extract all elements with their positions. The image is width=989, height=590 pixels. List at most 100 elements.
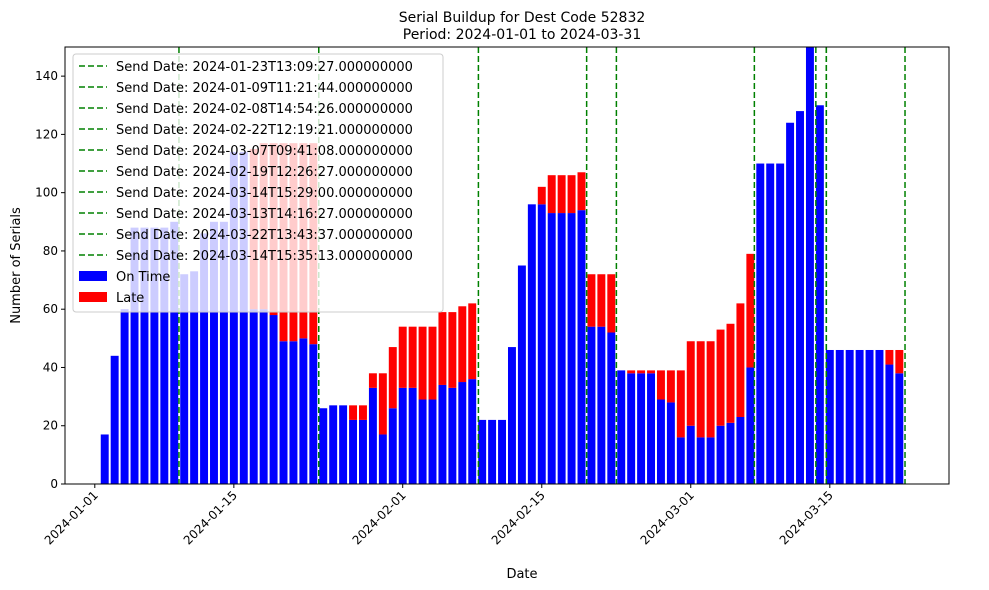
bar-late	[726, 323, 735, 423]
bar-on-time	[647, 373, 655, 484]
bar-on-time	[825, 349, 834, 484]
bar-on-time	[120, 309, 129, 484]
bar-on-time	[279, 341, 288, 484]
chart-subtitle: Period: 2024-01-01 to 2024-03-31	[403, 27, 642, 43]
bar-on-time	[150, 227, 159, 485]
bar-on-time	[319, 408, 328, 484]
bars-layer	[100, 47, 904, 485]
legend-label: Late	[116, 291, 144, 306]
bar-late	[736, 303, 745, 417]
bar-on-time	[498, 419, 507, 484]
bar-on-time	[845, 349, 854, 484]
bar-on-time	[478, 419, 487, 484]
y-axis-label: Number of Serials	[9, 207, 24, 324]
bar-on-time	[408, 387, 417, 484]
bar-on-time	[428, 399, 437, 484]
bar-on-time	[180, 274, 189, 484]
bar-on-time	[577, 210, 586, 484]
bar-on-time	[269, 315, 278, 484]
bar-on-time	[259, 309, 268, 484]
bar-on-time	[567, 213, 576, 484]
y-tick-label: 140	[35, 69, 58, 83]
legend-label: Send Date: 2024-03-13T14:16:27.000000000	[116, 207, 413, 222]
send-date-lines	[178, 47, 906, 484]
bar-on-time	[537, 204, 546, 484]
bar-on-time	[359, 419, 367, 484]
bar-on-time	[398, 387, 407, 484]
bar-on-time	[696, 437, 705, 484]
bar-late	[388, 347, 397, 409]
bar-on-time	[488, 419, 497, 484]
bar-late	[537, 186, 546, 205]
x-tick-label: 2024-01-15	[181, 488, 240, 547]
bar-on-time	[666, 402, 675, 484]
bar-late	[627, 370, 636, 374]
bar-on-time	[378, 434, 387, 484]
y-tick-label: 20	[43, 419, 58, 433]
bar-late	[666, 370, 675, 403]
x-tick-label: 2024-03-15	[777, 488, 836, 547]
bar-late	[359, 405, 367, 420]
bar-late	[686, 341, 695, 426]
bar-late	[557, 175, 566, 214]
bar-on-time	[865, 349, 874, 484]
bar-late	[418, 326, 427, 400]
legend-label: Send Date: 2024-02-19T12:26:27.000000000	[116, 165, 413, 180]
bar-on-time	[885, 364, 894, 484]
bar-on-time	[855, 349, 864, 484]
bar-on-time	[170, 221, 179, 485]
bar-on-time	[349, 419, 358, 484]
bar-late	[468, 303, 477, 380]
bar-on-time	[587, 326, 596, 484]
bar-late	[656, 370, 665, 400]
bar-on-time	[815, 105, 824, 485]
bar-on-time	[557, 213, 566, 484]
bar-on-time	[756, 163, 765, 485]
chart-title: Serial Buildup for Dest Code 52832	[399, 10, 646, 26]
bar-late	[577, 172, 586, 211]
bar-late	[676, 370, 685, 438]
bar-on-time	[716, 425, 725, 484]
bar-on-time	[368, 387, 377, 484]
bar-late	[368, 373, 377, 388]
y-tick-label: 60	[43, 302, 58, 316]
bar-on-time	[309, 344, 318, 484]
y-tick-label: 80	[43, 244, 58, 258]
bar-late	[607, 274, 616, 333]
bar-late	[428, 326, 437, 400]
legend-label: Send Date: 2024-01-23T13:09:27.000000000	[116, 60, 413, 75]
bar-on-time	[726, 422, 735, 484]
bar-on-time	[676, 437, 685, 484]
bar-on-time	[895, 373, 904, 484]
bar-on-time	[627, 373, 636, 484]
bar-on-time	[329, 405, 338, 484]
bar-on-time	[229, 151, 238, 484]
legend-label: Send Date: 2024-02-22T12:19:21.000000000	[116, 123, 413, 138]
x-axis-label: Date	[506, 567, 537, 582]
bar-late	[349, 405, 358, 420]
legend-label: On Time	[116, 270, 170, 285]
legend-label: Send Date: 2024-02-08T14:54:26.000000000	[116, 102, 413, 117]
bar-on-time	[517, 265, 526, 484]
bar-on-time	[239, 151, 248, 484]
y-tick-label: 0	[50, 477, 58, 491]
bar-late	[448, 312, 457, 388]
bar-on-time	[468, 379, 477, 484]
bar-on-time	[607, 332, 616, 484]
bar-late	[597, 274, 606, 327]
bar-on-time	[835, 349, 844, 484]
bar-on-time	[448, 387, 457, 484]
bar-on-time	[339, 405, 348, 484]
bar-late	[895, 349, 904, 374]
x-tick-label: 2024-01-01	[42, 488, 101, 547]
bar-late	[706, 341, 715, 438]
bar-late	[398, 326, 407, 388]
bar-on-time	[746, 367, 755, 484]
bar-on-time	[875, 349, 884, 484]
legend: Send Date: 2024-01-23T13:09:27.000000000…	[72, 53, 444, 313]
y-axis: 0 20 40 60 80 100 120 140	[35, 69, 65, 491]
legend-label: Send Date: 2024-03-07T09:41:08.000000000	[116, 144, 413, 159]
bar-on-time	[130, 227, 139, 485]
bar-late	[438, 312, 447, 385]
